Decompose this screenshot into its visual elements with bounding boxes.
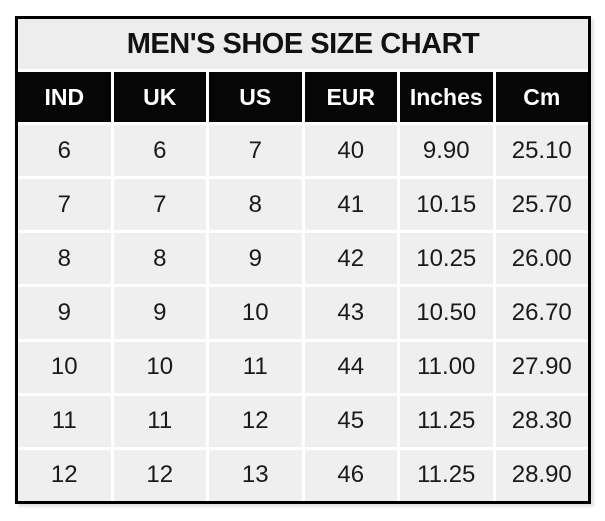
table-cell: 11 — [209, 341, 302, 393]
column-header-inches: Inches — [400, 72, 493, 122]
table-cell: 10 — [113, 341, 206, 393]
table-cell: 28.30 — [495, 395, 588, 447]
table-cell: 6 — [18, 125, 111, 177]
table-cell: 10 — [18, 341, 111, 393]
chart-title: MEN'S SHOE SIZE CHART — [18, 19, 588, 69]
table-cell: 45 — [304, 395, 397, 447]
table-cell: 11.00 — [400, 341, 493, 393]
table-cell: 8 — [18, 233, 111, 285]
table-cell: 9.90 — [400, 125, 493, 177]
table-cell: 10.15 — [400, 179, 493, 231]
column-header-cm: Cm — [495, 72, 588, 122]
table-cell: 8 — [113, 233, 206, 285]
table-cell: 7 — [18, 179, 111, 231]
column-header-eur: EUR — [304, 72, 397, 122]
table-cell: 26.00 — [495, 233, 588, 285]
table-cell: 43 — [304, 287, 397, 339]
table-cell: 10.25 — [400, 233, 493, 285]
table-cell: 7 — [209, 125, 302, 177]
table-cell: 11.25 — [400, 395, 493, 447]
table-cell: 11 — [113, 395, 206, 447]
table-cell: 12 — [18, 449, 111, 501]
table-cell: 44 — [304, 341, 397, 393]
table-cell: 10.50 — [400, 287, 493, 339]
table-cell: 9 — [209, 233, 302, 285]
table-cell: 7 — [113, 179, 206, 231]
table-cell: 26.70 — [495, 287, 588, 339]
table-cell: 6 — [113, 125, 206, 177]
table-cell: 28.90 — [495, 449, 588, 501]
table-cell: 9 — [18, 287, 111, 339]
table-cell: 8 — [209, 179, 302, 231]
column-header-ind: IND — [18, 72, 111, 122]
table-cell: 13 — [209, 449, 302, 501]
table-cell: 25.10 — [495, 125, 588, 177]
table-cell: 42 — [304, 233, 397, 285]
table-cell: 12 — [209, 395, 302, 447]
table-cell: 11.25 — [400, 449, 493, 501]
table-cell: 10 — [209, 287, 302, 339]
table-cell: 12 — [113, 449, 206, 501]
column-header-us: US — [209, 72, 302, 122]
table-cell: 40 — [304, 125, 397, 177]
column-header-uk: UK — [113, 72, 206, 122]
size-chart-table: MEN'S SHOE SIZE CHART IND UK US EUR Inch… — [15, 16, 591, 504]
table-cell: 11 — [18, 395, 111, 447]
table-cell: 25.70 — [495, 179, 588, 231]
table-cell: 46 — [304, 449, 397, 501]
table-cell: 9 — [113, 287, 206, 339]
table-cell: 41 — [304, 179, 397, 231]
table-cell: 27.90 — [495, 341, 588, 393]
